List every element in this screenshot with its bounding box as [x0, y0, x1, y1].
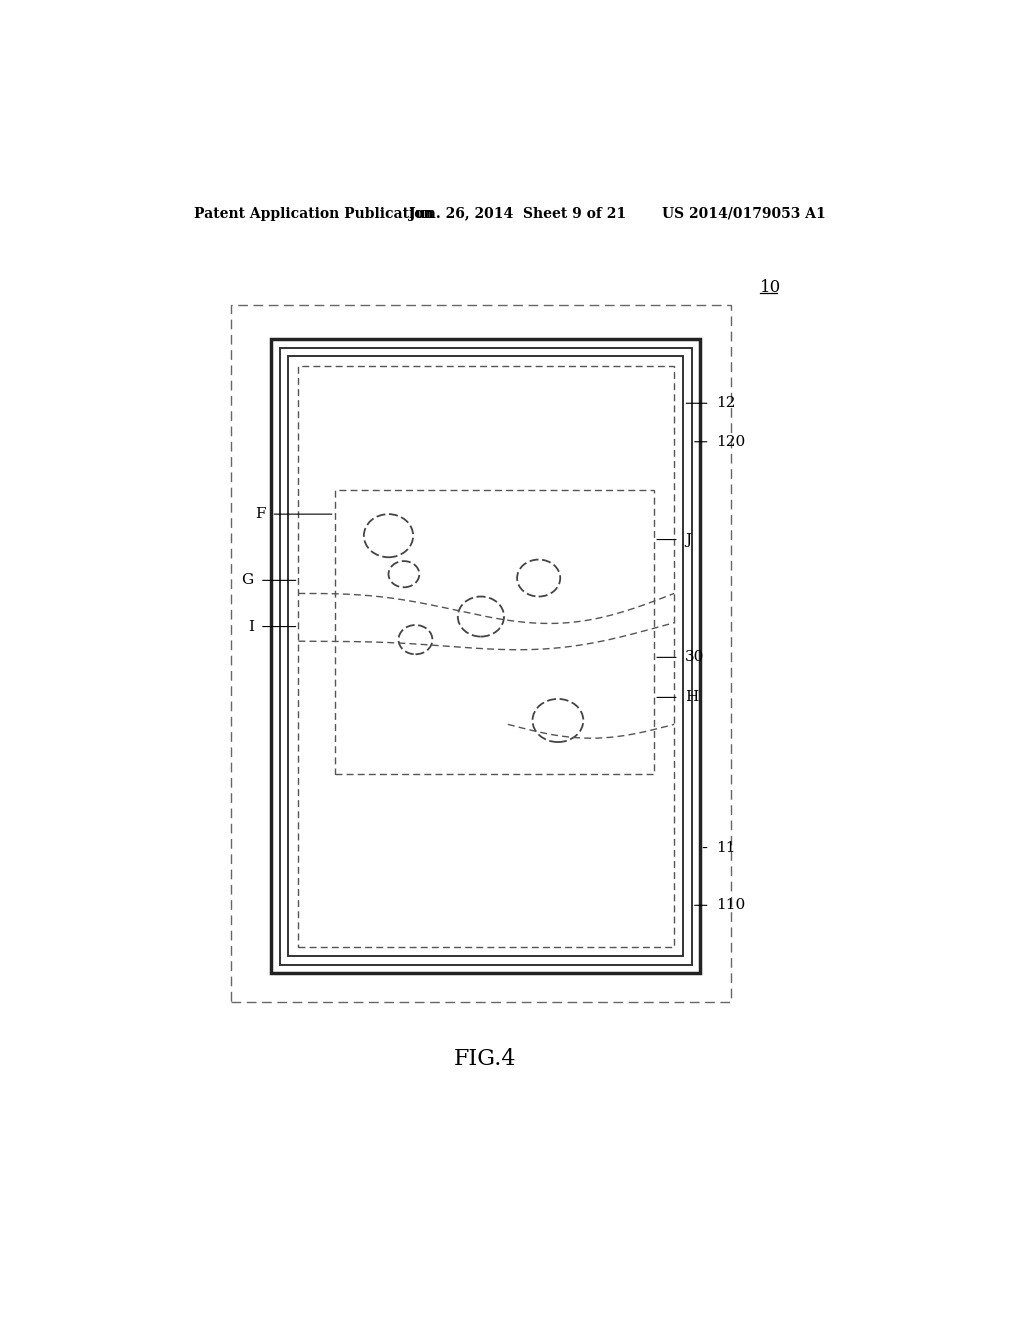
Bar	[298, 367, 674, 946]
Text: US 2014/0179053 A1: US 2014/0179053 A1	[662, 207, 825, 220]
Text: G: G	[242, 573, 254, 587]
Text: 110: 110	[716, 899, 745, 912]
Bar	[230, 305, 731, 1002]
Text: J: J	[685, 532, 691, 546]
Text: Jun. 26, 2014  Sheet 9 of 21: Jun. 26, 2014 Sheet 9 of 21	[410, 207, 627, 220]
Text: 11: 11	[716, 841, 735, 854]
Bar	[335, 490, 654, 775]
Bar	[289, 356, 683, 956]
Text: 12: 12	[716, 396, 735, 411]
Text: F: F	[255, 507, 265, 521]
Text: FIG.4: FIG.4	[454, 1048, 516, 1071]
Text: H: H	[685, 690, 698, 705]
Text: Patent Application Publication: Patent Application Publication	[194, 207, 433, 220]
Text: 10: 10	[761, 280, 781, 296]
Bar	[271, 339, 700, 973]
Text: 120: 120	[716, 434, 745, 449]
Bar	[280, 348, 692, 965]
Text: I: I	[248, 619, 254, 634]
Text: 30: 30	[685, 651, 705, 664]
